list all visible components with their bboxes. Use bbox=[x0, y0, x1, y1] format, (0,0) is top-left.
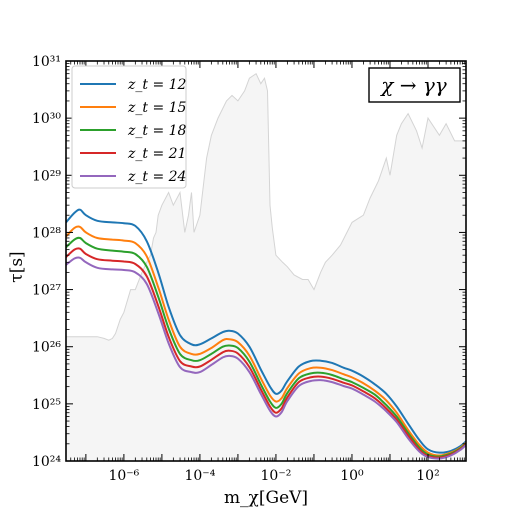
x-tick-label: 10⁰ bbox=[340, 468, 364, 484]
legend-label: z_t = 24 bbox=[127, 169, 186, 185]
y-tick-label: 10²⁷ bbox=[32, 283, 61, 299]
legend-entries: z_t = 12 z_t = 15 z_t = 18 z_t = 21 z_t = 24 bbox=[80, 77, 187, 185]
series-line-1 bbox=[66, 208, 466, 454]
annotation-frame bbox=[368, 67, 461, 103]
x-axis-label: m_χ[GeV] bbox=[224, 488, 308, 508]
legend-label: z_t = 21 bbox=[127, 146, 186, 162]
series-line-2 bbox=[66, 225, 466, 457]
legend-label: z_t = 12 bbox=[127, 77, 187, 93]
y-tick-label: 10²⁵ bbox=[32, 397, 61, 413]
annotation-box: χ → γγ bbox=[368, 67, 461, 103]
y-tick-label: 10²⁸ bbox=[32, 225, 61, 241]
series-line-5 bbox=[66, 256, 466, 460]
constraint-fill bbox=[66, 73, 466, 461]
series-line-4 bbox=[66, 247, 466, 459]
x-tick-label: 10⁻² bbox=[261, 468, 292, 484]
label-layer: 10⁻⁶ 10⁻⁴ 10⁻² 10⁰ 10² 10²⁴ 10²⁵ 10²⁶ 10²⁷ 10²⁸ 10… bbox=[32, 54, 440, 484]
y-tick-label: 10²⁹ bbox=[32, 168, 61, 184]
y-tick-label: 10³⁰ bbox=[32, 111, 61, 127]
annotation-label: χ → γγ bbox=[379, 73, 447, 97]
legend-label: z_t = 18 bbox=[127, 123, 187, 139]
x-tick-label: 10⁻⁴ bbox=[184, 468, 215, 484]
series-line-3 bbox=[66, 236, 466, 458]
x-tick-label: 10² bbox=[416, 468, 439, 484]
plot-frame bbox=[65, 60, 467, 462]
legend: z_t = 12 z_t = 15 z_t = 18 z_t = 21 z_t = 24 bbox=[71, 65, 187, 189]
y-axis-label: τ[s] bbox=[7, 251, 27, 282]
legend-label: z_t = 15 bbox=[127, 100, 187, 116]
constraint-edge bbox=[66, 72, 466, 341]
series-layer bbox=[66, 208, 466, 460]
y-tick-label: 10²⁴ bbox=[32, 454, 61, 470]
constraint-region bbox=[66, 72, 466, 461]
y-tick-label: 10²⁶ bbox=[32, 340, 61, 356]
y-tick-label: 10³¹ bbox=[32, 54, 61, 70]
x-tick-label: 10⁻⁶ bbox=[108, 468, 139, 484]
legend-box bbox=[71, 65, 187, 189]
